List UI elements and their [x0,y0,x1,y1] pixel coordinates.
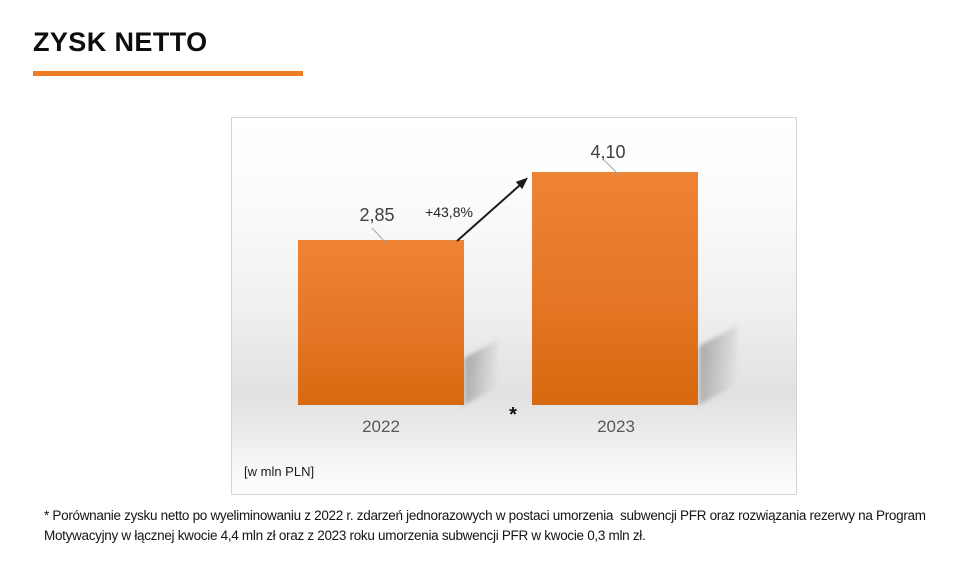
category-label-2023: 2023 [597,417,635,436]
net-profit-chart: 2,85 4,10 +43,8% 2022 2023 * [w mln PLN] [231,117,797,495]
page-title: ZYSK NETTO [33,27,208,57]
footnote: * Porównanie zysku netto po wyeliminowan… [44,506,926,546]
title-accent-bar [33,71,303,76]
bar-shadow-2022 [464,340,497,405]
footnote-line-1: * Porównanie zysku netto po wyeliminowan… [44,508,926,523]
data-label-2023: 4,10 [590,142,626,162]
data-label-2022: 2,85 [359,205,395,225]
unit-label: [w mln PLN] [244,464,315,479]
growth-label: +43,8% [425,204,473,220]
category-label-2022: 2022 [362,417,400,436]
bar-2022 [298,240,464,405]
footnote-line-2: Motywacyjny w łącznej kwocie 4,4 mln zł … [44,528,646,543]
bar-2023 [532,172,698,405]
footnote-asterisk-marker: * [509,404,517,426]
bar-shadow-2023 [699,325,737,405]
